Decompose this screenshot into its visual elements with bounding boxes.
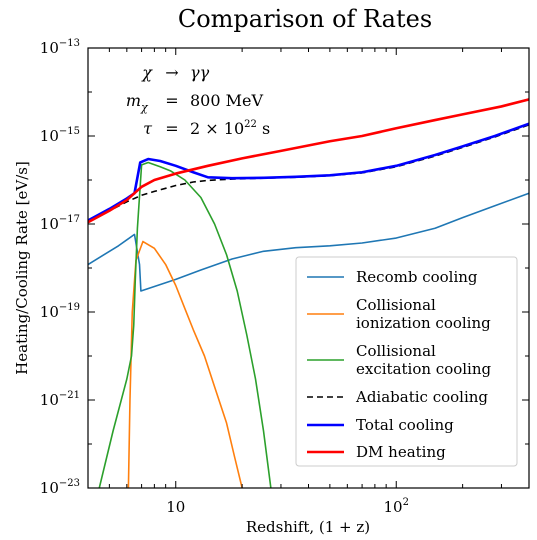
legend-label: Total cooling (356, 416, 454, 434)
legend-box (295, 256, 518, 467)
annotation-line3-op: = (165, 119, 178, 138)
legend-label: Collisional excitation cooling (356, 342, 492, 378)
annotation-line2-op: = (165, 91, 178, 110)
y-tick-label: 10−21 (40, 390, 80, 409)
series-line-1 (127, 240, 243, 488)
x-tick-label: 10 (166, 498, 185, 516)
y-tick-label: 10−13 (40, 38, 80, 57)
annotation-line3-lhs: τ (143, 119, 153, 138)
y-tick-label: 10−15 (40, 126, 80, 145)
y-axis-label: Heating/Cooling Rate [eV/s] (13, 161, 31, 375)
x-axis-label: Redshift, (1 + z) (246, 518, 370, 536)
series-line-2 (98, 161, 272, 488)
annotation-line2-sub: χ (140, 101, 149, 114)
series-line-5 (88, 98, 529, 224)
x-tick-label: 102 (384, 497, 409, 516)
chart-title: Comparison of Rates (178, 5, 432, 33)
legend-label: Adiabatic cooling (355, 388, 488, 406)
legend-label: DM heating (356, 443, 446, 461)
annotation-line3-rhs-unit: s (257, 119, 270, 138)
legend: Recomb cooling Collisional ionization cool… (295, 256, 518, 467)
series-line-4 (88, 122, 529, 222)
tick-layer: 10−13 10−15 10−17 10−19 10−21 10−23 10 102 (40, 38, 530, 516)
annotation-line2-lhs: m (126, 91, 141, 110)
y-tick-label: 10−19 (40, 302, 80, 321)
y-tick-label: 10−23 (40, 478, 80, 497)
annotation-line3-rhs: 2 × 1022 s (190, 119, 270, 138)
annotation-line2-rhs: 800 MeV (190, 91, 263, 110)
series-line-0 (88, 192, 529, 292)
annotation-line1-lhs: χ (141, 63, 153, 82)
legend-label: Collisional ionization cooling (356, 296, 491, 332)
annotation: χ → γγ m χ = 800 MeV τ = 2 × 1022 s (126, 63, 270, 138)
y-tick-label: 10−17 (40, 214, 80, 233)
annotation-line3-rhs-exp: 22 (244, 119, 257, 130)
legend-label: Recomb cooling (356, 268, 478, 286)
annotation-line1-rhs: γγ (190, 63, 210, 82)
annotation-line3-rhs-base: 2 × 10 (190, 119, 244, 138)
annotation-line1-op: → (165, 63, 178, 82)
series-line-3 (88, 124, 529, 223)
series-layer (88, 98, 529, 488)
